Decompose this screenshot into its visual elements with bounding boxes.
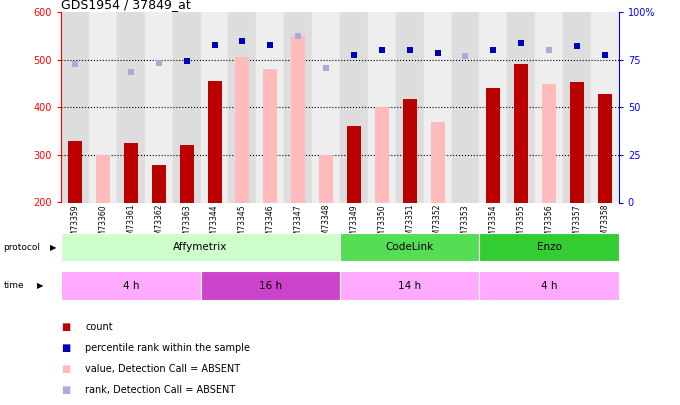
Bar [263, 69, 277, 202]
Bar [375, 107, 389, 202]
Bar [145, 12, 173, 202]
Text: GDS1954 / 37849_at: GDS1954 / 37849_at [61, 0, 191, 11]
Text: 4 h: 4 h [122, 281, 139, 290]
Text: percentile rank within the sample: percentile rank within the sample [85, 343, 250, 353]
Bar [96, 155, 110, 202]
Text: ▶: ▶ [50, 243, 56, 252]
Bar [479, 271, 619, 300]
Bar [207, 81, 222, 202]
Bar [542, 83, 556, 202]
Bar [284, 12, 312, 202]
Bar [424, 12, 452, 202]
Bar [152, 165, 166, 202]
Bar [117, 12, 145, 202]
Text: ▶: ▶ [37, 281, 44, 290]
Bar [452, 12, 479, 202]
Bar [347, 126, 361, 202]
Text: CodeLink: CodeLink [386, 242, 434, 252]
Bar [396, 12, 424, 202]
Text: Enzo: Enzo [537, 242, 562, 252]
Bar [598, 94, 612, 202]
Bar [68, 141, 82, 202]
Bar [61, 271, 201, 300]
Bar [228, 12, 256, 202]
Bar [563, 12, 591, 202]
Bar [319, 155, 333, 202]
Bar [201, 12, 228, 202]
Bar [570, 82, 584, 202]
Text: ■: ■ [61, 364, 71, 374]
Bar [535, 12, 563, 202]
Bar [479, 233, 619, 261]
Bar [340, 12, 368, 202]
Text: value, Detection Call = ABSENT: value, Detection Call = ABSENT [85, 364, 240, 374]
Text: 16 h: 16 h [258, 281, 282, 290]
Bar [486, 88, 500, 202]
Bar [591, 12, 619, 202]
Text: Affymetrix: Affymetrix [173, 242, 228, 252]
Bar [291, 36, 305, 202]
Bar [180, 145, 194, 202]
Bar [479, 12, 507, 202]
Text: rank, Detection Call = ABSENT: rank, Detection Call = ABSENT [85, 386, 235, 395]
Bar [61, 233, 340, 261]
Text: time: time [3, 281, 24, 290]
Bar [403, 99, 417, 202]
Bar [124, 143, 138, 202]
Bar [514, 64, 528, 202]
Bar [235, 58, 250, 202]
Bar [173, 12, 201, 202]
Bar [368, 12, 396, 202]
Bar [256, 12, 284, 202]
Bar [340, 233, 479, 261]
Bar [201, 271, 340, 300]
Text: 4 h: 4 h [541, 281, 558, 290]
Bar [340, 271, 479, 300]
Text: ■: ■ [61, 343, 71, 353]
Bar [507, 12, 535, 202]
Bar [89, 12, 117, 202]
Text: protocol: protocol [3, 243, 40, 252]
Text: ■: ■ [61, 386, 71, 395]
Bar [430, 122, 445, 202]
Text: count: count [85, 322, 113, 332]
Text: ■: ■ [61, 322, 71, 332]
Bar [312, 12, 340, 202]
Text: 14 h: 14 h [398, 281, 422, 290]
Bar [61, 12, 89, 202]
